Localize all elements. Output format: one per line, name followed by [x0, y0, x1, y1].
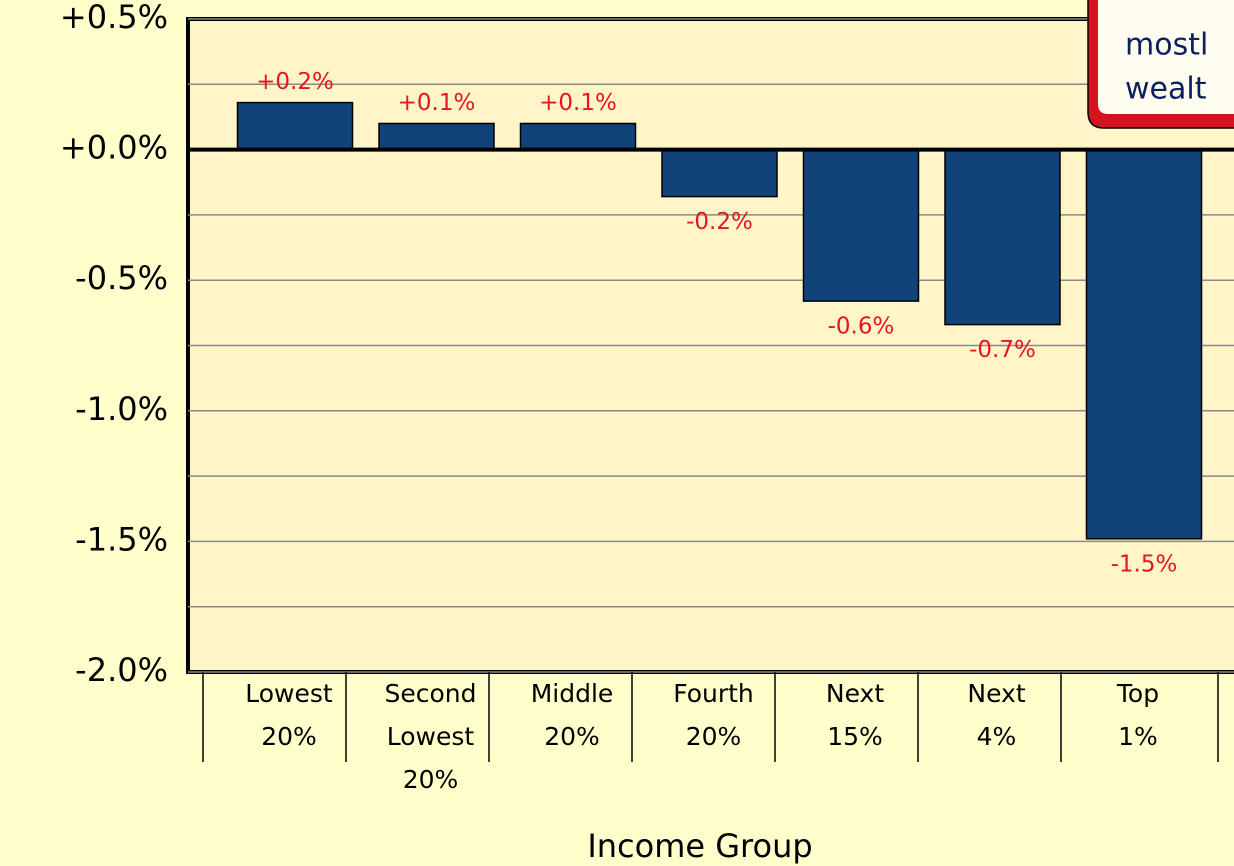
x-tick-label: Next	[826, 679, 884, 708]
x-tick-label: Fourth	[673, 679, 754, 708]
value-label: +0.2%	[256, 69, 334, 95]
bar	[944, 148, 1061, 326]
x-tick-label: 20%	[544, 722, 600, 751]
y-tick-label: +0.5%	[60, 0, 168, 36]
value-label: +0.1%	[398, 90, 476, 116]
value-label: -0.6%	[828, 314, 895, 340]
x-tick-label: Second	[384, 679, 476, 708]
x-tick-label: 1%	[1118, 722, 1158, 751]
x-tick-label: Lowest	[387, 722, 475, 751]
x-tick-label: Top	[1116, 679, 1159, 708]
bar	[1085, 148, 1203, 540]
x-axis-title: Income Group	[587, 827, 812, 865]
value-label: +0.1%	[539, 90, 617, 116]
bar	[378, 122, 495, 151]
bar	[236, 101, 354, 151]
annotation-text: wealt	[1125, 72, 1207, 107]
bar	[661, 148, 778, 198]
bar	[519, 122, 637, 151]
y-tick-label: +0.0%	[60, 129, 168, 167]
x-tick-label: 20%	[403, 765, 459, 794]
annotation-text: mostl	[1125, 28, 1208, 63]
y-tick-label: -0.5%	[75, 259, 168, 297]
y-tick-label: -1.0%	[75, 390, 168, 428]
annotation-inner	[1098, 0, 1234, 114]
x-tick-label: 15%	[827, 722, 883, 751]
x-tick-label: 20%	[261, 722, 317, 751]
x-tick-label: 20%	[686, 722, 742, 751]
x-tick-label: Lowest	[245, 679, 333, 708]
value-label: -0.7%	[969, 337, 1036, 363]
y-tick-label: -1.5%	[75, 520, 168, 558]
value-label: -1.5%	[1111, 551, 1178, 577]
x-tick-label: Next	[967, 679, 1025, 708]
x-tick-label: Middle	[531, 679, 614, 708]
value-label: -0.2%	[686, 209, 753, 235]
bar	[802, 148, 920, 302]
x-tick-label: 4%	[977, 722, 1017, 751]
y-tick-label: -2.0%	[75, 651, 168, 689]
